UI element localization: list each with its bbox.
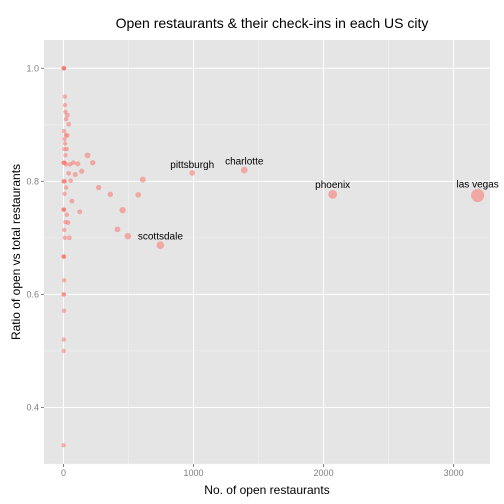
y-axis-label: Ratio of open vs total restaurants xyxy=(9,164,23,340)
data-point xyxy=(63,116,69,122)
data-points xyxy=(61,66,485,448)
data-point xyxy=(62,102,68,108)
plot-panel xyxy=(44,40,490,464)
data-point xyxy=(75,161,81,167)
data-point xyxy=(67,162,73,167)
data-point xyxy=(63,153,68,158)
x-axis-label: No. of open restaurants xyxy=(204,483,329,497)
x-tick-label: 1000 xyxy=(184,468,204,478)
y-tick-label: 0.4 xyxy=(26,402,39,412)
data-point xyxy=(79,168,85,174)
data-point-labeled xyxy=(189,170,196,176)
data-point xyxy=(62,136,67,142)
x-axis-ticks: 0 1000 2000 3000 xyxy=(61,464,464,478)
x-tick-label: 0 xyxy=(61,468,66,478)
data-point xyxy=(119,206,126,214)
data-point xyxy=(124,232,132,240)
data-point xyxy=(69,198,75,204)
data-point xyxy=(63,219,68,225)
data-point xyxy=(61,278,67,283)
data-point xyxy=(61,292,66,297)
city-label: pittsburgh xyxy=(170,160,214,171)
y-tick-label: 1.0 xyxy=(26,63,39,73)
data-point xyxy=(61,308,67,313)
data-point xyxy=(61,66,66,71)
city-label: las vegas xyxy=(457,179,499,190)
data-point-labeled xyxy=(156,241,165,250)
data-point xyxy=(63,185,69,190)
x-tick-label: 3000 xyxy=(444,468,464,478)
data-point xyxy=(61,254,66,259)
data-point-labeled xyxy=(240,166,248,174)
grid-minor-lines xyxy=(44,40,490,465)
data-point xyxy=(66,121,72,127)
data-point xyxy=(68,178,73,184)
data-point xyxy=(66,171,72,176)
data-point xyxy=(61,179,66,184)
chart-title: Open restaurants & their check-ins in ea… xyxy=(116,15,429,31)
city-label: charlotte xyxy=(225,157,264,168)
city-label: scottsdale xyxy=(138,231,183,242)
data-point xyxy=(95,184,102,191)
data-point xyxy=(107,191,114,198)
data-point xyxy=(61,160,66,165)
data-point xyxy=(135,192,142,198)
data-point xyxy=(62,146,67,152)
data-point xyxy=(61,207,66,212)
data-point-labeled xyxy=(328,189,338,199)
data-point xyxy=(63,132,69,138)
data-point xyxy=(61,443,66,448)
data-point xyxy=(65,112,70,118)
data-point xyxy=(72,172,78,178)
x-tick-label: 2000 xyxy=(314,468,334,478)
data-point xyxy=(62,94,68,99)
data-point xyxy=(61,128,67,134)
data-point xyxy=(64,212,69,217)
grid-major-lines xyxy=(44,40,490,464)
data-point xyxy=(62,191,67,196)
city-labels: las vegas phoenix charlotte pittsburgh scott… xyxy=(138,157,499,243)
data-point xyxy=(63,109,68,114)
data-point-labeled xyxy=(471,188,485,203)
data-point xyxy=(62,235,68,241)
data-point xyxy=(62,227,67,233)
y-axis-ticks: 0.4 0.6 0.8 1.0 xyxy=(26,63,44,412)
data-point xyxy=(114,226,121,233)
y-tick-label: 0.6 xyxy=(26,289,39,299)
data-point xyxy=(139,176,146,183)
data-point xyxy=(62,141,68,146)
y-tick-label: 0.8 xyxy=(26,176,39,186)
data-point xyxy=(67,235,72,241)
data-point xyxy=(61,348,66,354)
data-point xyxy=(90,159,96,166)
data-point xyxy=(84,152,91,159)
data-point xyxy=(77,209,83,215)
data-point xyxy=(61,337,67,342)
city-label: phoenix xyxy=(315,180,350,191)
